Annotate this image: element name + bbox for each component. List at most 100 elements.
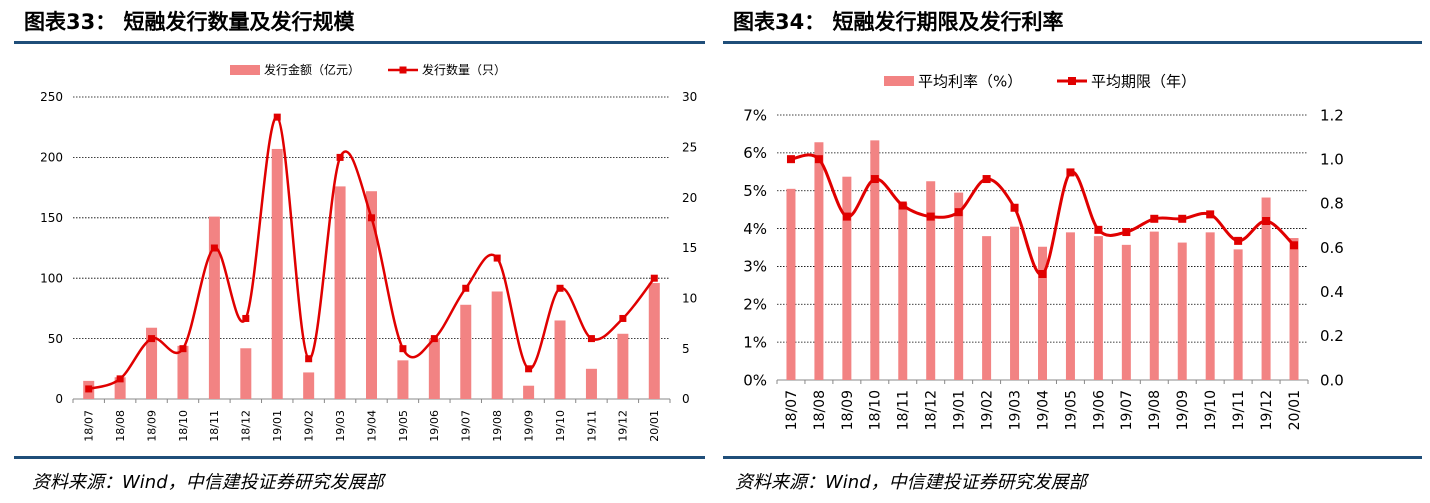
bar-18-08 xyxy=(814,142,824,380)
title-rule xyxy=(723,41,1422,44)
x-axis-category-label: 18/08 xyxy=(114,410,127,442)
bar-19-01 xyxy=(271,148,283,399)
x-axis-category-label: 19/10 xyxy=(554,410,567,442)
x-axis-category-label: 20/01 xyxy=(648,410,661,442)
source-rule xyxy=(723,456,1422,459)
bar-19-05 xyxy=(397,360,409,399)
bar-19-10 xyxy=(554,320,566,399)
left-axis-tick-label: 5% xyxy=(743,182,767,200)
x-axis-category-label: 19/08 xyxy=(491,410,504,442)
x-axis-category-label: 19/11 xyxy=(1231,390,1247,430)
x-axis-category-label: 18/12 xyxy=(924,390,940,430)
left-axis-tick-label: 50 xyxy=(48,332,63,346)
line-marker-18-08 xyxy=(814,155,823,164)
bar-19-08 xyxy=(491,291,503,399)
line-marker-18-12 xyxy=(926,212,935,221)
line-marker-20-01 xyxy=(1290,241,1299,250)
line-marker-19-03 xyxy=(1010,203,1019,212)
line-marker-19-09 xyxy=(1178,214,1187,223)
legend-bar-label: 平均利率（%） xyxy=(918,72,1022,90)
x-axis-category-label: 19/12 xyxy=(1259,390,1275,430)
x-axis-category-label: 18/09 xyxy=(145,410,158,442)
x-axis-category-label: 19/05 xyxy=(1063,390,1079,430)
right-axis-tick-label: 0.4 xyxy=(1320,283,1344,301)
x-axis-category-label: 19/01 xyxy=(271,410,284,442)
x-axis-category-label: 18/07 xyxy=(784,390,800,430)
bar-19-02 xyxy=(303,372,315,399)
right-axis-tick-label: 0 xyxy=(682,392,690,406)
line-marker-18-07 xyxy=(786,155,795,164)
figure-33: 图表33： 短融发行数量及发行规模 0 50 100 150 200 250 0 5 10 15 2… xyxy=(14,10,705,493)
x-axis-category-label: 19/10 xyxy=(1203,390,1219,430)
legend-bar-swatch xyxy=(230,65,260,75)
x-axis-category-label: 18/11 xyxy=(208,410,221,442)
line-marker-19-05 xyxy=(399,345,407,353)
line-marker-19-07 xyxy=(1122,228,1131,237)
legend-line-marker xyxy=(399,66,407,74)
x-axis-category-label: 19/03 xyxy=(334,410,347,442)
series-line xyxy=(88,115,656,391)
legend-line-label: 发行数量（只） xyxy=(422,62,506,77)
bar-18-10 xyxy=(177,345,189,399)
x-axis-category-label: 18/09 xyxy=(840,390,856,430)
line-marker-19-02 xyxy=(982,175,991,184)
line-marker-19-06 xyxy=(1094,225,1103,234)
right-axis-tick-label: 25 xyxy=(682,141,697,155)
bar-19-06 xyxy=(428,338,440,399)
term-rate-chart: 0% 1% 2% 3% 4% 5% 6% 7% 0.0 0.2 0.4 0.6 0.8 1.0 1.2 18/… xyxy=(743,72,1344,430)
left-axis-tick-label: 250 xyxy=(40,90,63,104)
line-marker-18-10 xyxy=(179,345,187,353)
x-axis-category-label: 18/10 xyxy=(177,410,190,442)
figure-34: 图表34： 短融发行期限及发行利率 0% 1% 2% 3% 4% 5% 6% 7% 0.0 0.2… xyxy=(715,0,1430,503)
line-marker-19-10 xyxy=(1206,210,1215,219)
right-axis-tick-label: 15 xyxy=(682,241,697,255)
bar-19-05 xyxy=(1065,232,1075,380)
figure-title: 图表33： 短融发行数量及发行规模 xyxy=(24,10,355,34)
right-axis-tick-label: 20 xyxy=(682,191,697,205)
x-axis-category-label: 19/04 xyxy=(1035,390,1051,430)
x-axis-category-label: 18/12 xyxy=(240,410,253,442)
right-axis-tick-label: 5 xyxy=(682,342,690,356)
line-marker-18-10 xyxy=(870,175,879,184)
bar-19-12 xyxy=(1261,197,1271,380)
legend-line-marker xyxy=(1068,77,1076,85)
bar-19-06 xyxy=(1093,236,1103,380)
x-axis-category-label: 19/12 xyxy=(617,410,630,442)
bar-19-02 xyxy=(982,236,992,380)
left-axis-tick-label: 3% xyxy=(743,258,767,276)
line-marker-18-07 xyxy=(85,385,93,393)
bar-18-12 xyxy=(926,181,936,380)
line-marker-19-12 xyxy=(619,314,627,322)
x-axis-category-label: 19/06 xyxy=(428,410,441,442)
bar-19-10 xyxy=(1205,232,1215,380)
bar-19-09 xyxy=(1177,242,1187,380)
left-axis-tick-label: 1% xyxy=(743,333,767,351)
left-axis-tick-label: 2% xyxy=(743,296,767,314)
issuance-volume-chart: 0 50 100 150 200 250 0 5 10 15 20 25 30 18/07 18/08 18/… xyxy=(40,62,697,442)
line-marker-18-09 xyxy=(148,335,156,343)
line-marker-19-08 xyxy=(493,254,501,262)
right-axis-tick-label: 30 xyxy=(682,90,697,104)
x-axis-category-label: 19/03 xyxy=(1007,390,1023,430)
bar-19-12 xyxy=(617,333,629,399)
right-axis-tick-label: 10 xyxy=(682,292,697,306)
x-axis-category-label: 18/11 xyxy=(896,390,912,430)
bar-18-09 xyxy=(842,176,852,380)
left-axis-tick-label: 200 xyxy=(40,151,63,165)
x-axis-category-label: 18/07 xyxy=(83,410,96,442)
line-marker-19-04 xyxy=(368,214,375,222)
line-marker-18-11 xyxy=(898,201,907,210)
right-axis-tick-label: 0.6 xyxy=(1320,239,1344,257)
x-axis-category-label: 19/02 xyxy=(980,390,996,430)
bar-19-08 xyxy=(1149,231,1159,380)
bar-19-07 xyxy=(1121,244,1131,380)
left-axis-tick-label: 0% xyxy=(743,371,767,389)
right-axis-tick-label: 1.2 xyxy=(1320,106,1344,124)
bar-19-11 xyxy=(1233,249,1243,380)
left-axis-tick-label: 150 xyxy=(40,211,63,225)
figure-title: 图表34： 短融发行期限及发行利率 xyxy=(733,10,1064,34)
line-marker-19-05 xyxy=(1066,168,1075,177)
bar-19-11 xyxy=(585,368,597,399)
line-marker-19-02 xyxy=(305,355,313,363)
line-marker-18-09 xyxy=(842,212,851,221)
